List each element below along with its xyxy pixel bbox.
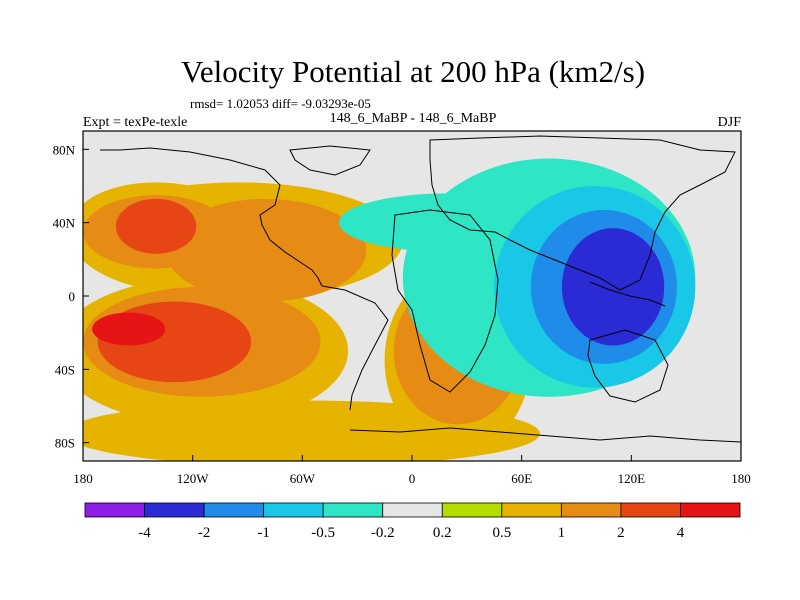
coastline-africa bbox=[391, 209, 499, 393]
x-tick-label: 180 bbox=[73, 471, 93, 486]
colorbar-swatch bbox=[84, 502, 145, 518]
colorbar-swatch bbox=[263, 502, 324, 518]
colorbar-label: -2 bbox=[198, 525, 211, 541]
coastline-eurasia bbox=[429, 135, 736, 291]
contour-plot bbox=[83, 131, 741, 461]
y-tick-label: 40N bbox=[53, 216, 76, 231]
case-label: 148_6_MaBP - 148_6_MaBP bbox=[330, 111, 497, 126]
colorbar-label: -0.2 bbox=[371, 525, 395, 541]
colorbar-swatch bbox=[203, 502, 265, 518]
x-tick-label: 120W bbox=[177, 471, 210, 486]
colorbar-swatch bbox=[560, 502, 622, 518]
x-tick-label: 60E bbox=[511, 471, 532, 486]
colorbar-label: 4 bbox=[677, 525, 685, 541]
x-tick-label: 0 bbox=[409, 471, 416, 486]
stats-label: rmsd= 1.02053 diff= -9.03293e-05 bbox=[190, 96, 371, 111]
colorbar-label: -1 bbox=[257, 525, 270, 541]
y-tick-label: 0 bbox=[69, 289, 76, 304]
x-axis-ticks: 180 120W 60W 0 60E 120E 180 bbox=[73, 455, 751, 486]
coastline-maritime-continent bbox=[589, 281, 666, 307]
colorbar-swatch bbox=[382, 502, 443, 518]
colorbar-label: 2 bbox=[617, 525, 625, 541]
contour-fill-layer bbox=[83, 158, 696, 461]
contour-north-pacific-max bbox=[115, 198, 197, 254]
colorbar-label: 0.5 bbox=[492, 525, 511, 541]
y-tick-label: 80S bbox=[55, 436, 75, 451]
y-tick-label: 80N bbox=[53, 142, 76, 157]
colorbar-swatch bbox=[441, 502, 503, 518]
colorbar-swatch bbox=[144, 502, 205, 518]
season-label: DJF bbox=[718, 115, 742, 130]
colorbar-label: -0.5 bbox=[311, 525, 335, 541]
x-tick-label: 120E bbox=[618, 471, 646, 486]
contour-pacific-peak bbox=[92, 312, 166, 346]
coastline-australia bbox=[587, 329, 669, 403]
colorbar-swatch bbox=[620, 502, 681, 518]
colorbar: -4 -2 -1 -0.5 -0.2 0.2 0.5 1 2 4 bbox=[84, 502, 741, 541]
chart-title: Velocity Potential at 200 hPa (km2/s) bbox=[181, 54, 645, 89]
colorbar-swatch bbox=[501, 502, 562, 518]
x-tick-label: 60W bbox=[290, 471, 316, 486]
colorbar-label: -4 bbox=[138, 525, 151, 541]
colorbar-swatch bbox=[680, 502, 741, 518]
colorbar-label: 1 bbox=[558, 525, 566, 541]
colorbar-label: 0.2 bbox=[433, 525, 452, 541]
coastline-north-america bbox=[100, 147, 323, 287]
x-tick-label: 180 bbox=[731, 471, 751, 486]
coastline-antarctica bbox=[349, 427, 741, 443]
y-axis-ticks: 80N 40N 0 40S 80S bbox=[53, 142, 89, 451]
contour-central-atlantic-core bbox=[165, 198, 367, 302]
contour-warm-pool-center bbox=[561, 228, 665, 346]
coastlines bbox=[100, 135, 741, 443]
coastline-south-america bbox=[321, 285, 389, 411]
y-tick-label: 40S bbox=[55, 362, 75, 377]
experiment-label: Expt = texPe-texle bbox=[83, 115, 187, 130]
coastline-greenland bbox=[289, 145, 371, 176]
colorbar-swatch bbox=[322, 502, 384, 518]
